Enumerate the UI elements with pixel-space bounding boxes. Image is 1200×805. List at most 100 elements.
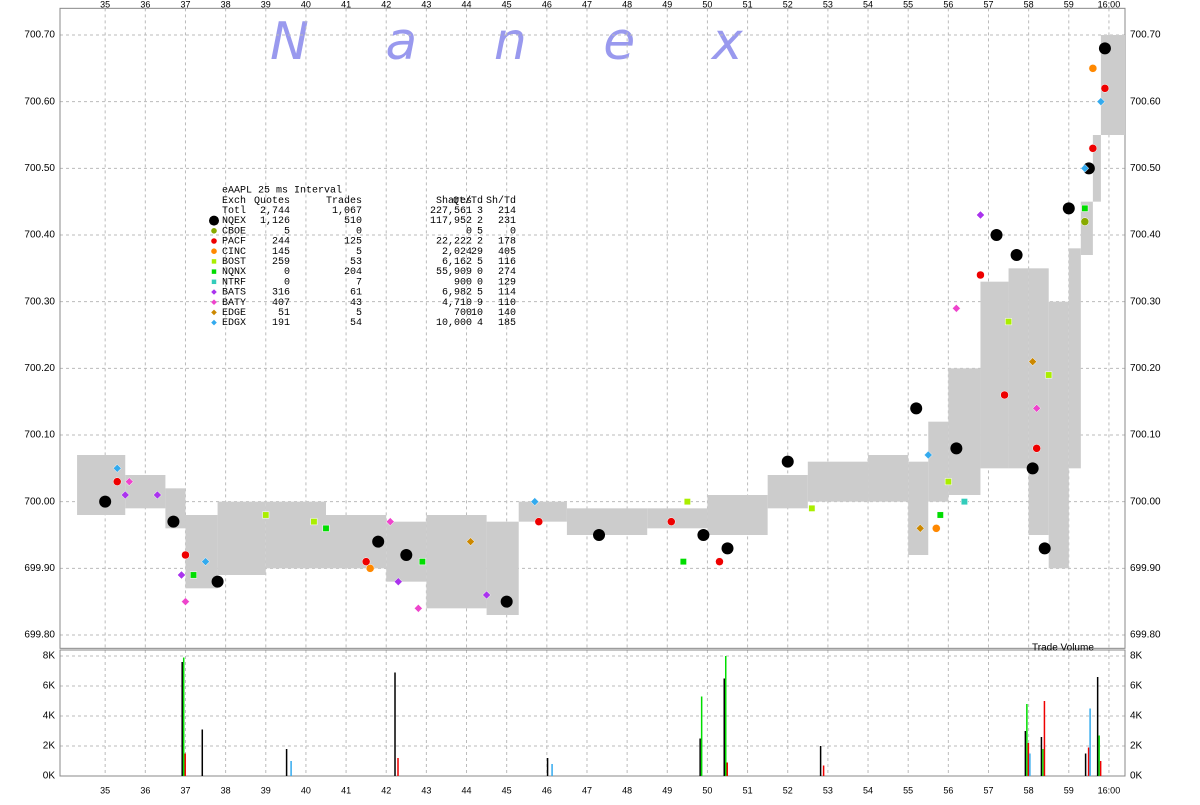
marker — [960, 498, 968, 506]
table-cell: 140 — [498, 308, 516, 319]
x-tick-label: 50 — [702, 0, 712, 9]
marker — [976, 210, 985, 220]
x-tick-label: 51 — [743, 785, 753, 795]
x-tick-label: 43 — [421, 0, 431, 9]
y-tick-label: 700.00 — [1130, 496, 1161, 507]
table-cell: 0 — [510, 226, 516, 237]
x-tick-label: 48 — [622, 0, 632, 9]
volume-bar — [1040, 737, 1043, 776]
y-tick-label: 700.00 — [24, 496, 55, 507]
volume-bar — [1042, 749, 1044, 776]
x-tick-label: 44 — [462, 785, 472, 795]
table-cell: 900 — [454, 277, 472, 288]
nbbo-band — [647, 508, 708, 529]
nbbo-band — [908, 461, 929, 555]
legend-label: CINC — [222, 247, 246, 258]
nbbo-band — [1068, 248, 1081, 469]
marker — [1088, 144, 1098, 153]
volume-bar — [723, 678, 725, 776]
y-tick-label: 700.40 — [24, 230, 55, 241]
table-cell: 1,126 — [260, 216, 290, 227]
table-cell: 10 — [471, 308, 483, 319]
x-tick-label: 47 — [582, 0, 592, 9]
marker — [190, 571, 197, 579]
marker — [372, 535, 385, 548]
volume-bar — [397, 758, 399, 776]
marker — [1062, 202, 1075, 215]
y-tick-label: 699.80 — [24, 630, 55, 641]
y-tick-label: 8K — [43, 651, 56, 662]
x-tick-label: 57 — [983, 0, 993, 9]
volume-bar — [394, 672, 396, 776]
x-tick-label: 58 — [1024, 0, 1034, 9]
table-cell: 53 — [350, 257, 362, 268]
x-tick-label: 35 — [100, 785, 110, 795]
marker — [530, 497, 540, 507]
marker — [400, 548, 413, 561]
x-tick-label: 41 — [341, 0, 351, 9]
marker — [177, 570, 186, 580]
table-cell: 0 — [284, 267, 290, 278]
x-tick-label: 59 — [1064, 785, 1074, 795]
nbbo-band — [217, 501, 266, 575]
marker — [1098, 42, 1111, 55]
table-title: eAAPL 25 ms Interval — [222, 185, 342, 197]
marker — [153, 490, 162, 500]
x-tick-label: 49 — [662, 785, 672, 795]
marker — [466, 537, 475, 547]
marker — [201, 557, 210, 567]
nbbo-band — [1008, 268, 1029, 469]
marker — [393, 577, 403, 587]
x-tick-label: 39 — [261, 785, 271, 795]
y-tick-label: 8K — [1130, 651, 1143, 662]
table-cell: 22,222 — [436, 237, 472, 248]
y-tick-label: 699.90 — [24, 563, 55, 574]
x-tick-label: 50 — [702, 785, 712, 795]
nbbo-band — [1028, 268, 1049, 535]
volume-bar — [1043, 701, 1046, 776]
volume-bar — [551, 764, 553, 776]
x-tick-label: 49 — [662, 0, 672, 9]
x-tick-label: 59 — [1064, 0, 1074, 9]
marker — [124, 477, 134, 487]
legend-label: PACF — [222, 237, 246, 248]
marker — [1100, 84, 1110, 93]
table-cell: 5 — [356, 247, 362, 258]
table-cell: 125 — [344, 237, 362, 248]
y-tick-label: 4K — [43, 711, 56, 722]
marker — [990, 228, 1003, 241]
marker — [500, 595, 513, 608]
x-tick-label: 52 — [783, 785, 793, 795]
table-cell: 510 — [344, 216, 362, 227]
volume-bar — [822, 765, 825, 776]
marker — [413, 603, 423, 613]
table-cell: 178 — [498, 237, 516, 248]
y-tick-label: 700.10 — [24, 430, 55, 441]
marker — [112, 477, 122, 486]
volume-bar — [1089, 708, 1091, 776]
x-tick-label: 41 — [341, 785, 351, 795]
table-cell: Totl — [222, 205, 246, 217]
x-tick-label: 37 — [180, 0, 190, 9]
legend-label: BATY — [222, 298, 246, 309]
table-header: Qt/Td — [453, 195, 483, 207]
y-tick-label: 700.40 — [1130, 230, 1161, 241]
table-cell: 2,024 — [442, 247, 472, 258]
x-tick-label: 53 — [823, 0, 833, 9]
marker — [1038, 542, 1051, 555]
table-cell: 244 — [272, 237, 290, 248]
marker — [112, 463, 122, 473]
marker — [1096, 97, 1106, 107]
table-cell: 405 — [498, 247, 516, 258]
panel-title: Trade Volume — [1032, 643, 1094, 654]
marker — [1000, 390, 1009, 400]
x-tick-label: 56 — [943, 785, 953, 795]
marker — [181, 550, 190, 560]
marker — [310, 518, 318, 526]
marker — [99, 495, 112, 508]
marker — [167, 515, 180, 528]
volume-bar — [699, 738, 701, 776]
marker — [1045, 371, 1053, 379]
table-header: Sh/Td — [486, 195, 516, 207]
table-cell: 29 — [471, 247, 483, 258]
